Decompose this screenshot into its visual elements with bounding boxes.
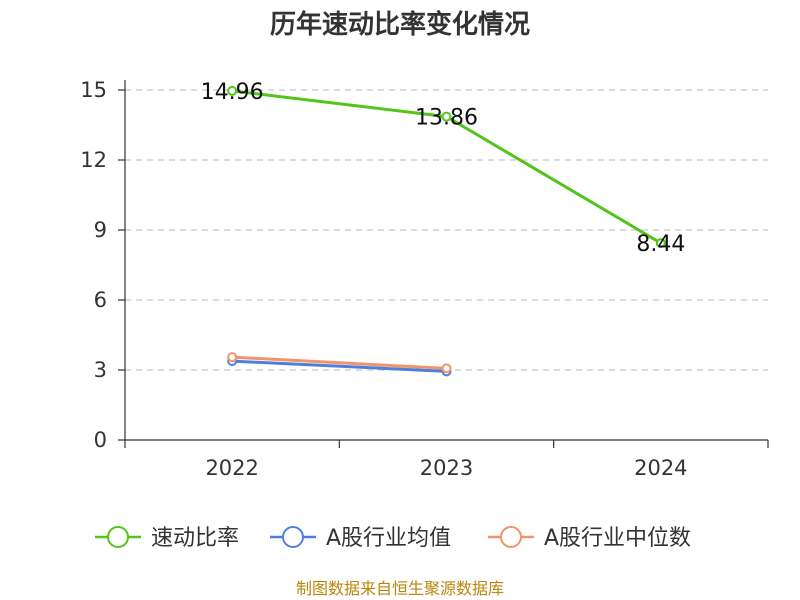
y-tick-label: 15 <box>80 78 107 102</box>
legend-label-3[interactable]: A股行业中位数 <box>544 526 691 551</box>
axes: 0 3 6 9 12 15 2022 2023 2024 <box>80 78 769 480</box>
y-tick-label: 9 <box>94 218 107 242</box>
legend-label-1[interactable]: 速动比率 <box>151 526 239 551</box>
x-tick-label: 2024 <box>634 456 687 480</box>
data-label: 13.86 <box>415 106 478 131</box>
grid-lines <box>125 89 768 371</box>
x-tick-label: 2023 <box>420 456 473 480</box>
data-point[interactable] <box>441 363 452 374</box>
data-point[interactable] <box>227 85 238 96</box>
data-point[interactable] <box>227 352 238 363</box>
data-label: 14.96 <box>201 80 264 105</box>
data-label: 8.44 <box>636 232 685 257</box>
x-tick-label: 2022 <box>205 456 258 480</box>
series-layer <box>227 85 666 377</box>
series-line-3 <box>232 355 447 370</box>
legend-marker-3 <box>500 526 522 548</box>
legend-label-2[interactable]: A股行业均值 <box>326 526 451 551</box>
source-note: 制图数据来自恒生聚源数据库 <box>296 579 504 598</box>
chart-title: 历年速动比率变化情况 <box>270 9 530 40</box>
y-tick-label: 0 <box>94 428 107 452</box>
data-point[interactable] <box>655 238 666 249</box>
legend-marker-1 <box>107 526 129 548</box>
legend: 速动比率 A股行业均值 A股行业中位数 <box>95 526 691 551</box>
y-tick-label: 12 <box>80 148 107 172</box>
series-line-2 <box>232 359 447 373</box>
data-labels: 14.96 13.86 8.44 <box>201 80 686 257</box>
data-point[interactable] <box>441 111 452 122</box>
y-tick-label: 3 <box>94 358 107 382</box>
y-tick-label: 6 <box>94 288 107 312</box>
legend-marker-2 <box>282 526 304 548</box>
